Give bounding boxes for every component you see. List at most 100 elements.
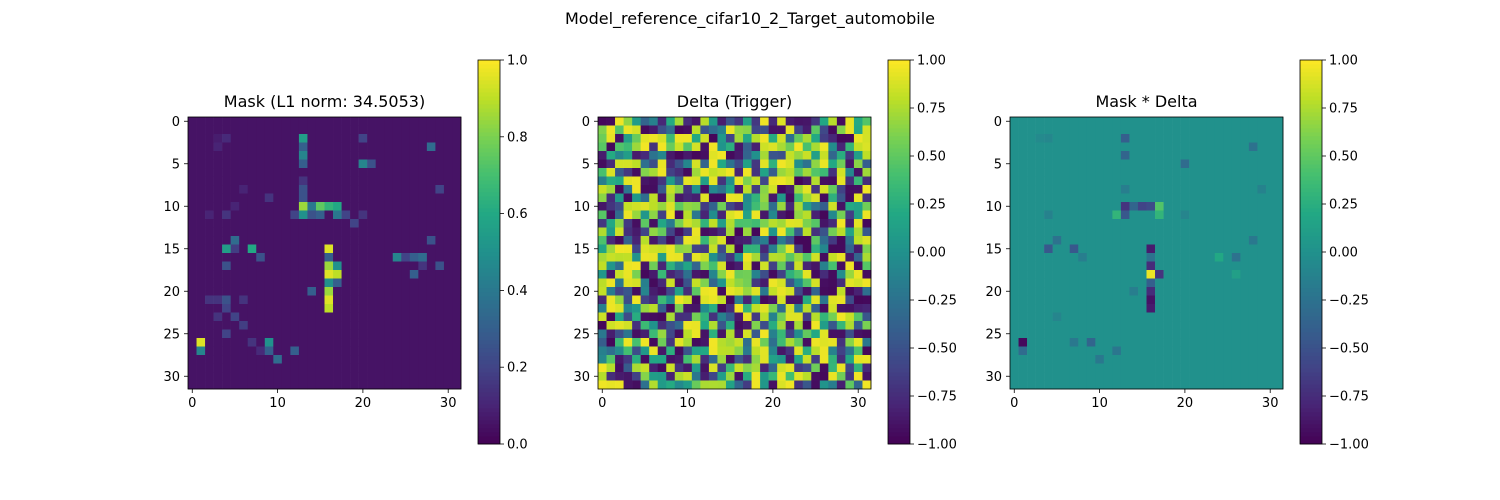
heatmap-cell — [1214, 125, 1224, 135]
heatmap-cell — [1061, 168, 1071, 177]
heatmap-cell — [725, 261, 735, 271]
heatmap-cell — [426, 125, 436, 135]
heatmap-cell — [700, 270, 710, 279]
heatmap-cell — [230, 193, 240, 203]
heatmap-cell — [367, 236, 376, 245]
heatmap-cell — [853, 227, 863, 237]
heatmap-cell — [375, 304, 385, 313]
heatmap-cell — [853, 304, 863, 313]
heatmap-cell — [691, 295, 701, 305]
heatmap-cell — [700, 176, 710, 186]
heatmap-cell — [281, 117, 291, 126]
heatmap-cell — [640, 142, 650, 152]
heatmap-cell — [802, 329, 812, 339]
heatmap-cell — [1257, 363, 1267, 373]
heatmap-cell — [725, 210, 735, 220]
heatmap-cell — [777, 219, 786, 228]
heatmap-cell — [247, 372, 257, 381]
heatmap-cell — [1274, 295, 1284, 305]
heatmap-cell — [819, 270, 829, 279]
heatmap-cell — [717, 159, 727, 169]
heatmap-cell — [350, 159, 359, 169]
colorbar-segment — [1300, 200, 1322, 205]
heatmap-cell — [717, 270, 727, 279]
heatmap-cell — [777, 338, 786, 347]
colorbar-segment — [888, 108, 910, 113]
heatmap-cell — [700, 304, 710, 313]
heatmap-cell — [298, 261, 308, 271]
colorbar-segment — [888, 248, 910, 253]
heatmap-cell — [1223, 142, 1233, 152]
heatmap-cell — [853, 185, 863, 194]
heatmap-cell — [1027, 287, 1036, 296]
colorbar-segment — [1300, 260, 1322, 265]
colorbar-segment — [478, 432, 500, 437]
heatmap-cell — [768, 338, 778, 347]
heatmap-cell — [358, 329, 368, 339]
heatmap-cell — [1103, 253, 1113, 262]
heatmap-cell — [760, 236, 769, 245]
colorbar-segment — [478, 172, 500, 177]
heatmap-cell — [828, 142, 838, 152]
heatmap-cell — [1223, 295, 1233, 305]
heatmap-cell — [239, 227, 249, 237]
heatmap-cell — [341, 193, 351, 203]
heatmap-cell — [1197, 151, 1207, 160]
heatmap-cell — [324, 261, 334, 271]
colorbar-segment — [1300, 152, 1322, 157]
heatmap-cell — [1086, 295, 1096, 305]
heatmap-cell — [1103, 236, 1113, 245]
colorbar-segment — [888, 104, 910, 109]
heatmap-cell — [1018, 142, 1028, 152]
heatmap-cell — [751, 261, 761, 271]
heatmap-cell — [350, 117, 359, 126]
heatmap-cell — [367, 244, 376, 254]
heatmap-cell — [1027, 142, 1036, 152]
heatmap-cell — [777, 117, 786, 126]
heatmap-cell — [649, 270, 659, 279]
heatmap-cell — [264, 295, 274, 305]
heatmap-cell — [768, 236, 778, 245]
heatmap-cell — [256, 151, 266, 160]
heatmap-cell — [751, 134, 761, 143]
heatmap-cell — [358, 193, 368, 203]
heatmap-cell — [845, 227, 855, 237]
heatmap-cell — [281, 219, 291, 228]
heatmap-cell — [1257, 295, 1267, 305]
heatmap-cell — [649, 261, 659, 271]
heatmap-cell — [828, 295, 838, 305]
heatmap-cell — [691, 372, 701, 381]
heatmap-cell — [1274, 202, 1284, 211]
heatmap-cell — [623, 210, 633, 220]
heatmap-cell — [1240, 261, 1250, 271]
heatmap-cell — [708, 227, 718, 237]
heatmap-cell — [640, 125, 650, 135]
heatmap-cell — [615, 312, 624, 322]
heatmap-cell — [700, 295, 710, 305]
heatmap-cell — [205, 346, 214, 356]
heatmap-cell — [1010, 287, 1019, 296]
heatmap-cell — [1069, 134, 1079, 143]
heatmap-cell — [205, 363, 214, 373]
heatmap-cell — [333, 253, 342, 262]
heatmap-cell — [1137, 380, 1147, 390]
heatmap-cell — [1069, 117, 1079, 126]
heatmap-cell — [1018, 117, 1028, 126]
heatmap-cell — [1189, 236, 1198, 245]
heatmap-cell — [443, 363, 453, 373]
heatmap-cell — [845, 185, 855, 194]
heatmap-cell — [1112, 142, 1122, 152]
heatmap-cell — [1257, 117, 1267, 126]
heatmap-cell — [1248, 151, 1258, 160]
heatmap-cell — [1197, 117, 1207, 126]
heatmap-cell — [230, 176, 240, 186]
heatmap-cell — [443, 193, 453, 203]
heatmap-cell — [222, 321, 231, 330]
heatmap-cell — [1189, 355, 1198, 364]
heatmap-cell — [1257, 321, 1267, 330]
heatmap-cell — [307, 159, 317, 169]
heatmap-cell — [1163, 363, 1173, 373]
heatmap-cell — [1095, 168, 1105, 177]
heatmap-cell — [845, 338, 855, 347]
heatmap-cell — [777, 202, 786, 211]
